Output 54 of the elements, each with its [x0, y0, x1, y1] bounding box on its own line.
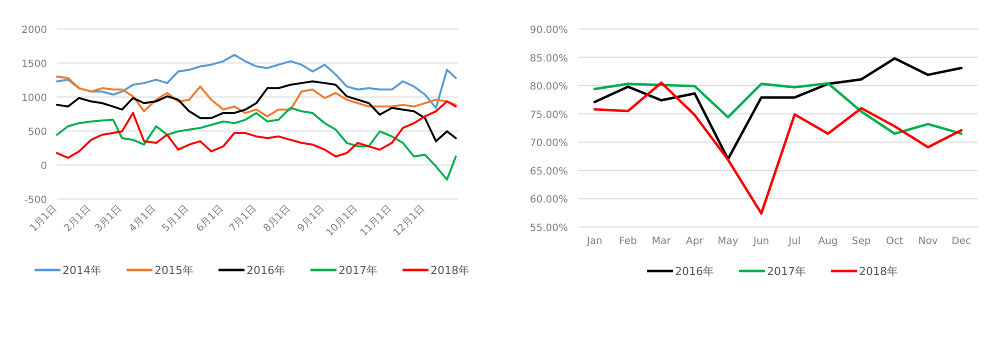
x-tick-label: May: [718, 236, 738, 247]
y-tick-label: 1000: [22, 93, 47, 104]
line-series: [56, 100, 457, 159]
y-tick-label: -500: [24, 195, 47, 206]
y-tick-label: 90.00%: [530, 25, 568, 36]
y-tick-label: 55.00%: [530, 223, 568, 234]
legend-label: 2017年: [767, 265, 806, 278]
legend-label: 2018年: [430, 264, 470, 277]
legend-label: 2016年: [675, 265, 714, 278]
x-tick-label: 7月1日: [228, 203, 259, 234]
y-tick-label: 75.00%: [530, 110, 568, 121]
x-tick-label: 9月1日: [296, 203, 327, 234]
line-series: [593, 82, 963, 135]
x-tick-label: 5月1日: [160, 203, 192, 234]
x-tick-label: Jul: [788, 236, 801, 247]
legend-label: 2018年: [859, 265, 898, 278]
x-tick-label: 6月1日: [194, 203, 226, 234]
x-tick-label: 11月1日: [358, 203, 394, 239]
y-tick-label: 1500: [22, 59, 47, 70]
x-tick-label: 8月1日: [262, 203, 293, 234]
x-tick-label: Dec: [952, 236, 972, 247]
y-tick-label: 0: [40, 161, 47, 172]
legend-label: 2017年: [338, 264, 378, 277]
line-series: [56, 76, 457, 118]
legend-label: 2015年: [154, 264, 194, 277]
y-tick-label: 60.00%: [530, 194, 568, 206]
x-tick-label: Mar: [652, 236, 672, 247]
x-tick-label: 3月1日: [93, 203, 124, 234]
x-tick-label: 10月1日: [324, 203, 360, 239]
y-tick-label: 70.00%: [530, 138, 568, 150]
x-tick-label: Aug: [818, 236, 838, 247]
x-tick-label: Nov: [918, 236, 938, 247]
line-series: [56, 54, 457, 109]
x-tick-label: Apr: [686, 236, 704, 247]
x-tick-label: Jun: [752, 236, 770, 247]
x-tick-label: Jan: [586, 236, 602, 247]
x-tick-label: 1月1日: [28, 203, 60, 234]
line-series: [593, 57, 963, 160]
line-series: [56, 80, 457, 142]
x-tick-label: 4月1日: [127, 203, 158, 234]
y-tick-label: 500: [28, 127, 47, 138]
line-series: [56, 106, 457, 181]
y-tick-label: 65.00%: [530, 166, 568, 178]
line-series: [593, 81, 963, 215]
y-tick-label: 85.00%: [530, 53, 568, 64]
x-tick-label: 2月1日: [62, 203, 94, 234]
y-tick-label: 80.00%: [530, 82, 568, 93]
x-tick-label: Sep: [852, 236, 871, 247]
y-tick-label: 2000: [22, 25, 47, 36]
x-tick-label: Feb: [619, 236, 637, 247]
x-tick-label: 12月1日: [392, 203, 428, 239]
x-tick-label: Oct: [886, 236, 904, 247]
legend-label: 2016年: [246, 264, 286, 277]
legend-label: 2014年: [62, 264, 102, 277]
